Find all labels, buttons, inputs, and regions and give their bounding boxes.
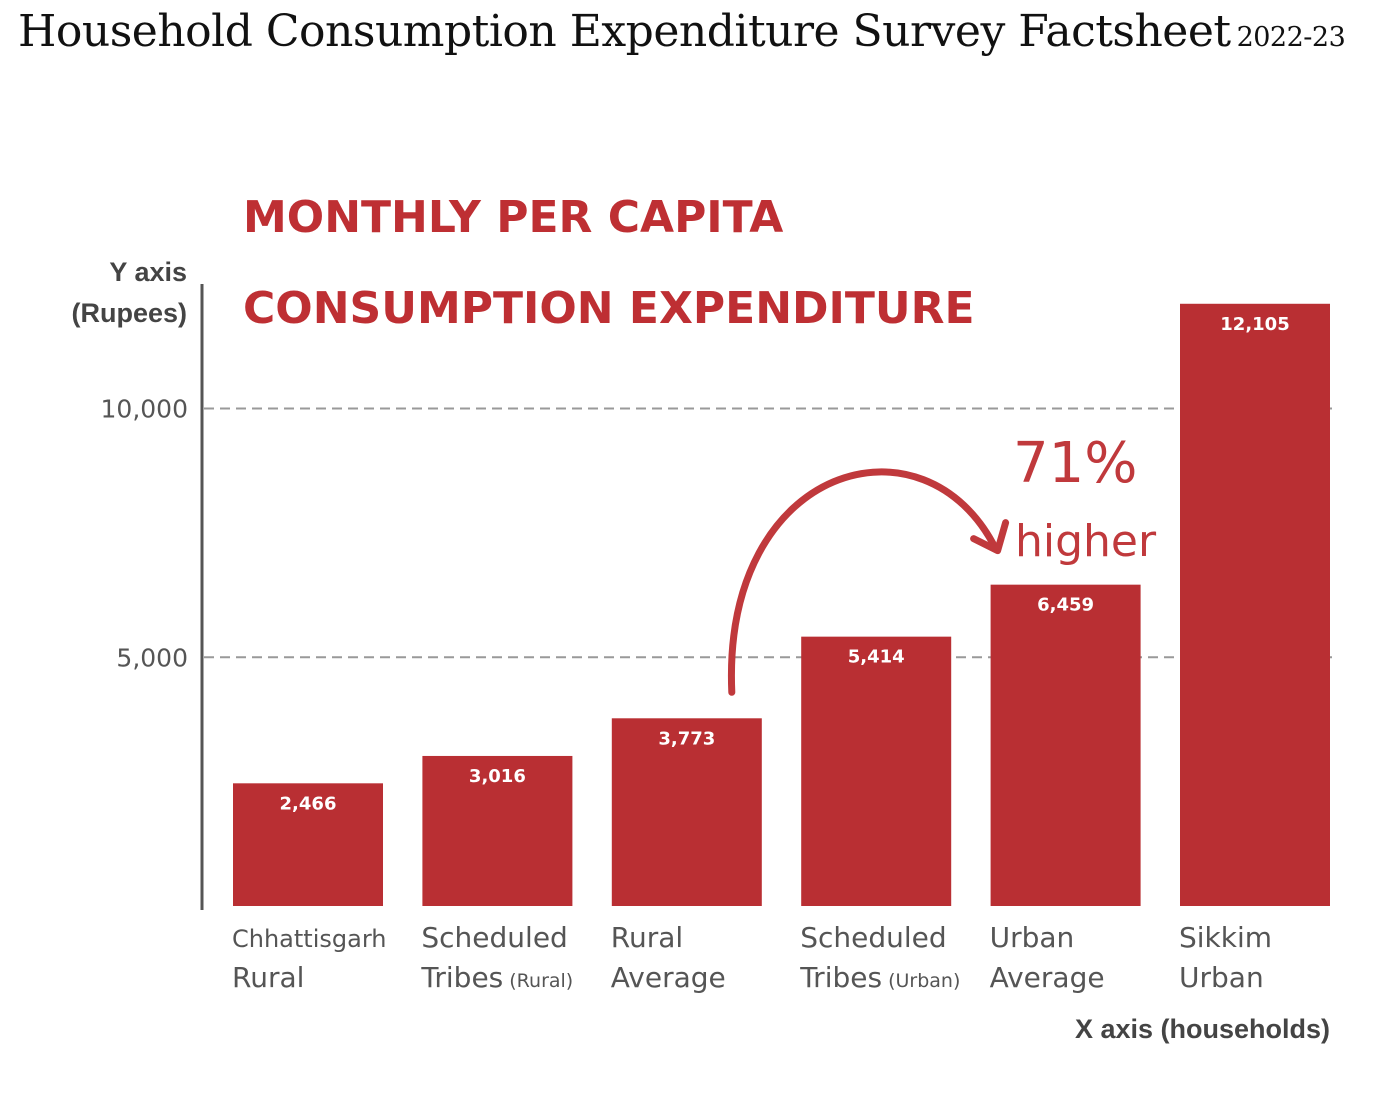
- bar: [233, 783, 383, 906]
- category-label-main: Tribes: [799, 961, 882, 994]
- chart-heading-line-2: CONSUMPTION EXPENDITURE: [243, 283, 975, 334]
- annotation-percent: 71%: [1013, 431, 1137, 496]
- curved-arrow-icon: [728, 468, 1000, 696]
- category-label-line-1: Urban: [990, 921, 1075, 954]
- category-label-line-1: Chhattisgarh: [232, 925, 386, 953]
- annotation-higher: higher: [1015, 516, 1157, 567]
- bar-value-label: 3,773: [658, 728, 715, 749]
- arrowhead-icon: [970, 519, 1010, 555]
- chart-heading-line-1: MONTHLY PER CAPITA: [243, 192, 783, 243]
- category-label-line-1: Scheduled: [800, 921, 946, 954]
- category-label-line-2: Tribes (Urban): [799, 961, 960, 994]
- gridlines: [204, 407, 1332, 659]
- bar-value-label: 6,459: [1037, 595, 1094, 616]
- bar: [611, 718, 762, 906]
- category-label-main: Average: [990, 961, 1105, 994]
- category-label-line-2: Urban: [1179, 961, 1264, 994]
- bar-value-label: 5,414: [848, 647, 905, 668]
- category-label-line-2: Tribes (Rural): [420, 961, 573, 994]
- bar: [801, 636, 952, 906]
- category-label-line-1: Scheduled: [421, 921, 567, 954]
- bar-value-label: 2,466: [280, 793, 337, 814]
- bar-value-label: 3,016: [469, 766, 526, 787]
- category-label-qualifier: (Urban): [888, 970, 960, 992]
- bar-value-label: 12,105: [1220, 314, 1289, 335]
- bar: [422, 755, 573, 906]
- category-label-main: Urban: [1179, 961, 1264, 994]
- page-title: Household Consumption Expenditure Survey…: [18, 6, 1346, 57]
- bar: [990, 584, 1141, 906]
- category-label-main: Rural: [232, 961, 304, 994]
- page-title-year: 2022-23: [1236, 22, 1346, 53]
- y-tick-labels: 5,000 10,000: [101, 395, 188, 673]
- value-labels: 2,466 3,016 3,773 5,414 6,459 12,105: [280, 314, 1290, 815]
- bars: [233, 303, 1330, 906]
- category-label-qualifier: (Rural): [509, 970, 573, 992]
- category-label-line-2: Average: [990, 961, 1105, 994]
- y-tick-label: 5,000: [116, 643, 188, 672]
- y-tick-label: 10,000: [101, 395, 188, 424]
- category-labels: Chhattisgarh Rural Scheduled Tribes (Rural) R…: [232, 921, 1272, 994]
- category-label-line-2: Average: [611, 961, 726, 994]
- comparison-annotation: 71% higher: [728, 431, 1157, 696]
- category-label-line-1: Sikkim: [1179, 921, 1272, 954]
- y-axis-title-line-2: (Rupees): [71, 298, 187, 328]
- category-label-main: Average: [611, 961, 726, 994]
- category-label-line-1: Rural: [611, 921, 683, 954]
- category-label-main: Tribes: [420, 961, 503, 994]
- y-axis-title-line-1: Y axis: [109, 257, 187, 287]
- page-title-text: Household Consumption Expenditure Survey…: [18, 6, 1231, 57]
- category-label-line-2: Rural: [232, 961, 304, 994]
- x-axis-title: X axis (households): [1075, 1014, 1330, 1044]
- bar: [1180, 303, 1330, 906]
